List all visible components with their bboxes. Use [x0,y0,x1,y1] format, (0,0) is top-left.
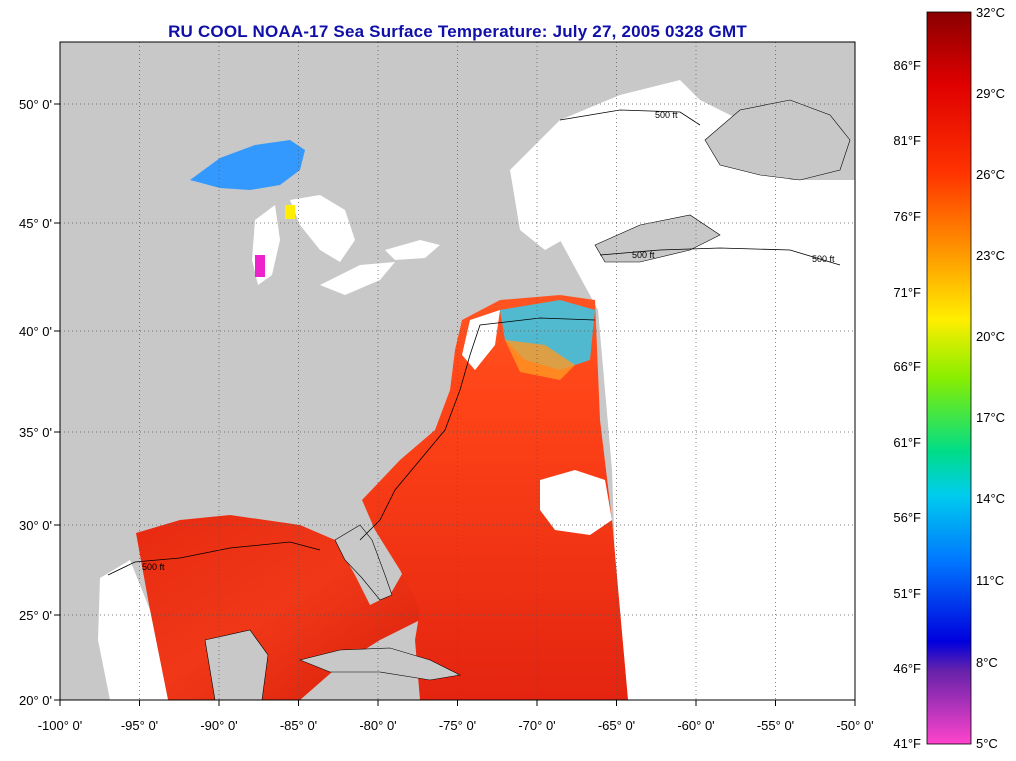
isobath-500ft [107,317,596,576]
cloud-patch-hurricane [540,470,612,535]
lake-michigan-patch [255,255,265,277]
celsius-label: 29°C [976,86,1005,101]
lake-ontario [385,240,440,260]
fahrenheit-label: 56°F [893,510,921,525]
y-tick-label: 30° 0' [19,518,52,533]
atlantic-sst [362,295,628,700]
fahrenheit-label: 86°F [893,58,921,73]
x-tick-label: -60° 0' [677,718,714,733]
y-tick-label: 45° 0' [19,216,52,231]
florida [334,524,393,601]
newfoundland [704,99,851,181]
lake-huron [290,195,355,262]
x-tick-label: -80° 0' [359,718,396,733]
contour-label-gulf: 500 ft [142,562,165,572]
celsius-label: 26°C [976,167,1005,182]
western-gulf-no-data [98,560,168,700]
lake-huron-patch [285,205,295,219]
lake-erie [320,262,395,295]
fahrenheit-label: 81°F [893,133,921,148]
lake-superior [190,140,305,190]
celsius-label: 8°C [976,655,998,670]
map-title: RU COOL NOAA-17 Sea Surface Temperature:… [168,22,747,41]
latitude-axis: 20° 0' 25° 0' 30° 0' 35° 0' 40° 0' 45° 0' 50° … [19,97,60,708]
fahrenheit-label: 41°F [893,736,921,751]
coastal-white-ribbon [462,310,500,370]
x-tick-label: -55° 0' [757,718,794,733]
celsius-label: 32°C [976,5,1005,20]
fahrenheit-label: 46°F [893,661,921,676]
x-tick-label: -90° 0' [200,718,237,733]
fahrenheit-label: 71°F [893,285,921,300]
celsius-label: 23°C [976,248,1005,263]
x-tick-label: -70° 0' [518,718,555,733]
contour-label-grand-banks: 500 ft [812,254,835,264]
longitude-axis: -100° 0' -95° 0' -90° 0' -85° 0' -80° 0' -75°… [38,700,874,733]
y-tick-label: 20° 0' [19,693,52,708]
fahrenheit-label: 61°F [893,435,921,450]
celsius-label: 5°C [976,736,998,751]
contour-label-scotian: 500 ft [632,250,655,260]
yucatan [204,629,269,701]
x-tick-label: -95° 0' [121,718,158,733]
colorbar: 32°C 29°C 26°C 23°C 20°C 17°C 14°C 11°C 8°C 5°C 8… [893,5,1005,751]
fahrenheit-label: 51°F [893,586,921,601]
celsius-label: 17°C [976,410,1005,425]
y-tick-label: 40° 0' [19,324,52,339]
cuba [299,647,461,681]
celsius-label: 11°C [976,573,1004,588]
colorbar-gradient [926,11,972,745]
isobath-500ft-north [559,109,841,266]
x-tick-label: -85° 0' [280,718,317,733]
x-tick-label: -50° 0' [836,718,873,733]
x-tick-label: -75° 0' [439,718,476,733]
colorbar-celsius-labels: 32°C 29°C 26°C 23°C 20°C 17°C 14°C 11°C 8°C 5°C [976,5,1005,751]
y-tick-label: 35° 0' [19,425,52,440]
cool-water-patch-gulfstream [505,340,575,380]
x-tick-label: -65° 0' [598,718,635,733]
y-tick-label: 25° 0' [19,608,52,623]
fahrenheit-label: 66°F [893,359,921,374]
contour-label-st-lawrence: 500 ft [655,110,678,120]
celsius-label: 14°C [976,491,1005,506]
celsius-label: 20°C [976,329,1005,344]
x-tick-label: -100° 0' [38,718,83,733]
gulf-st-lawrence [510,80,700,250]
colorbar-fahrenheit-labels: 86°F 81°F 76°F 71°F 66°F 61°F 56°F 51°F 46°F 41°F [893,58,921,751]
y-tick-label: 50° 0' [19,97,52,112]
fahrenheit-label: 76°F [893,209,921,224]
